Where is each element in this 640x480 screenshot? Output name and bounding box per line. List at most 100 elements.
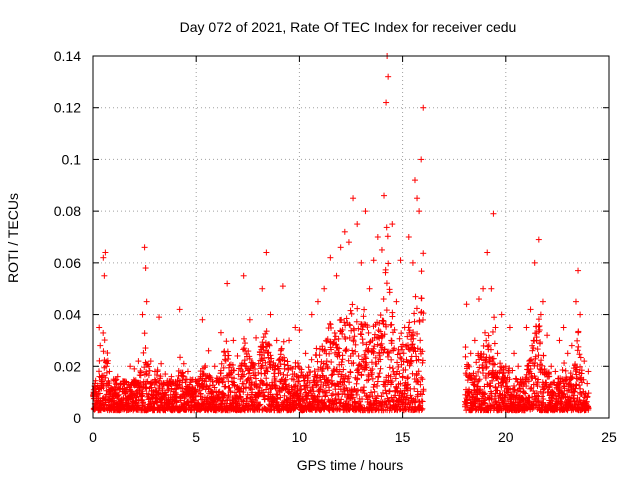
- data-point: [237, 393, 244, 400]
- data-point: [209, 378, 216, 385]
- data-point: [265, 349, 272, 356]
- data-point: [257, 401, 264, 408]
- data-point: [292, 363, 299, 370]
- data-point: [271, 373, 278, 380]
- x-axis-label: GPS time / hours: [297, 457, 404, 473]
- data-point: [273, 391, 280, 398]
- data-point: [263, 365, 270, 372]
- data-point: [241, 335, 248, 342]
- data-point: [102, 374, 109, 381]
- data-point: [180, 388, 187, 395]
- data-point: [115, 391, 122, 398]
- data-point: [284, 372, 291, 379]
- data-point: [306, 379, 313, 386]
- data-point: [140, 400, 147, 407]
- y-tick-label: 0.08: [54, 203, 81, 219]
- data-point: [220, 364, 227, 371]
- data-point: [248, 379, 255, 386]
- data-point: [307, 387, 314, 394]
- data-point: [255, 369, 262, 376]
- data-point: [294, 373, 301, 380]
- data-point: [298, 386, 305, 393]
- data-point: [141, 364, 148, 371]
- data-point: [96, 368, 103, 375]
- data-point: [298, 369, 305, 376]
- data-point: [152, 387, 159, 394]
- data-point: [272, 384, 279, 391]
- data-point: [268, 355, 275, 362]
- data-point: [182, 379, 189, 386]
- data-point: [241, 345, 248, 352]
- x-tick-label: 15: [395, 429, 411, 445]
- data-point: [247, 385, 254, 392]
- data-point: [244, 376, 251, 383]
- data-point: [300, 397, 307, 404]
- data-point: [263, 375, 270, 382]
- data-point: [97, 406, 104, 413]
- data-point: [224, 348, 231, 355]
- data-point: [122, 389, 129, 396]
- data-point: [96, 390, 103, 397]
- data-point: [139, 388, 146, 395]
- y-tick-label: 0.14: [54, 48, 81, 64]
- data-point: [173, 399, 180, 406]
- x-tick-label: 20: [498, 429, 514, 445]
- y-tick-label: 0.04: [54, 307, 81, 323]
- data-point: [246, 353, 253, 360]
- x-tick-label: 0: [89, 429, 97, 445]
- data-point: [96, 357, 103, 364]
- data-point: [173, 391, 180, 398]
- y-tick-label: 0.1: [62, 151, 82, 167]
- data-point: [181, 395, 188, 402]
- data-point: [266, 342, 273, 349]
- data-point: [240, 380, 247, 387]
- y-axis-label: ROTI / TECUs: [5, 193, 21, 283]
- data-point: [143, 384, 150, 391]
- y-tick-label: 0: [73, 410, 81, 426]
- data-point: [259, 362, 266, 369]
- data-point: [231, 389, 238, 396]
- data-point: [289, 398, 296, 405]
- data-point: [153, 379, 160, 386]
- data-point: [222, 383, 229, 390]
- data-point: [305, 374, 312, 381]
- data-point: [235, 371, 242, 378]
- data-point: [260, 389, 267, 396]
- data-point: [218, 360, 225, 367]
- data-point: [285, 389, 292, 396]
- data-point: [146, 367, 153, 374]
- data-point: [197, 390, 204, 397]
- data-point: [154, 389, 161, 396]
- data-point: [189, 376, 196, 383]
- data-point: [276, 365, 283, 372]
- data-point: [140, 349, 147, 356]
- data-point: [233, 399, 240, 406]
- data-point: [101, 337, 108, 344]
- data-point: [165, 386, 172, 393]
- data-point: [177, 354, 184, 361]
- data-point: [281, 365, 288, 372]
- data-point: [295, 378, 302, 385]
- data-point: [280, 338, 287, 345]
- data-point: [241, 371, 248, 378]
- data-point: [263, 328, 270, 335]
- data-point: [137, 369, 144, 376]
- x-tick-label: 5: [192, 429, 200, 445]
- data-point: [100, 329, 107, 336]
- data-point: [281, 378, 288, 385]
- data-point: [229, 361, 236, 368]
- y-tick-label: 0.02: [54, 358, 81, 374]
- data-point: [141, 330, 148, 337]
- data-point: [144, 378, 151, 385]
- data-point: [246, 355, 253, 362]
- data-point: [250, 362, 257, 369]
- data-point: [217, 367, 224, 374]
- grid-lines: [93, 56, 609, 418]
- data-point: [206, 382, 213, 389]
- data-point: [216, 388, 223, 395]
- data-point: [231, 382, 238, 389]
- data-point: [277, 369, 284, 376]
- data-point: [104, 357, 111, 364]
- x-tick-label: 25: [601, 429, 617, 445]
- data-point: [245, 348, 252, 355]
